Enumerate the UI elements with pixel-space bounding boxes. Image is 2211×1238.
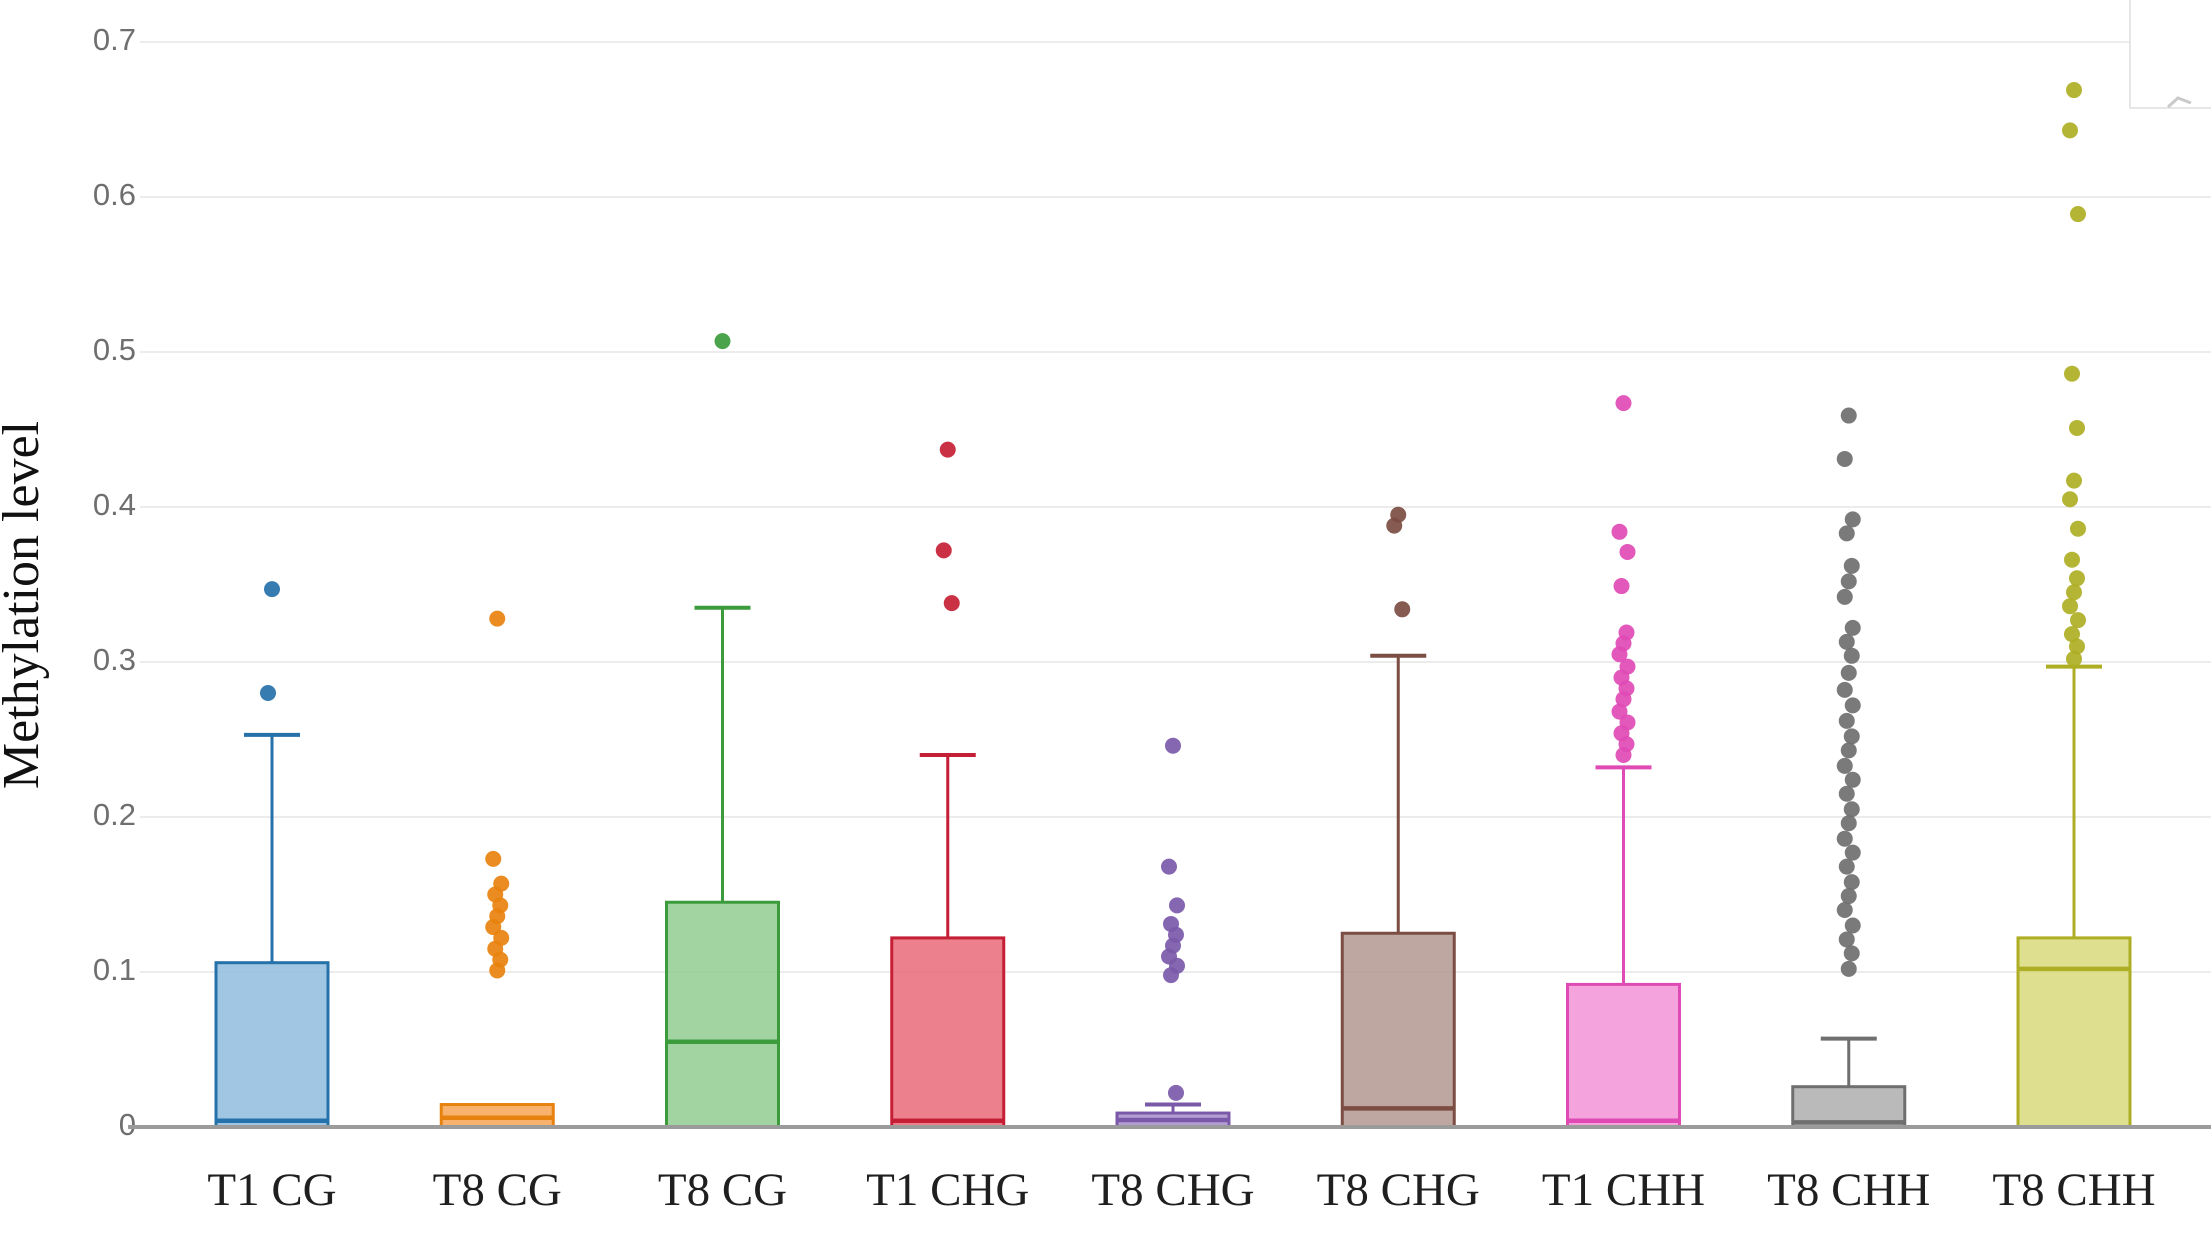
- x-category-label: T1 CG: [207, 1164, 336, 1216]
- outlier-dot: [2066, 472, 2082, 489]
- outlier-dot: [489, 610, 506, 627]
- outlier-dot: [1386, 517, 1403, 534]
- outlier-dot: [1844, 697, 1861, 714]
- box: [890, 936, 1006, 1129]
- box: [1340, 931, 1456, 1129]
- y-tick-label: 0.3: [93, 642, 136, 677]
- y-tick-label: 0: [119, 1107, 136, 1142]
- y-tick-label: 0.6: [93, 177, 136, 212]
- outlier-dot: [2064, 626, 2080, 643]
- outlier-dot: [714, 333, 731, 350]
- outlier-dot: [939, 441, 956, 458]
- outlier-dot: [1169, 897, 1185, 914]
- outlier-dot: [1165, 737, 1181, 754]
- outlier-dot: [1168, 1084, 1184, 1101]
- outlier-dot: [2062, 491, 2078, 508]
- x-category-label: T8 CG: [658, 1164, 787, 1216]
- outlier-dot: [1836, 830, 1853, 847]
- outlier-dot: [2070, 206, 2086, 223]
- x-category-label: T8 CHG: [1091, 1164, 1254, 1216]
- outlier-dot: [1615, 691, 1632, 708]
- cropped-legend-fragment: [2129, 0, 2211, 109]
- outlier-dot: [1836, 902, 1853, 918]
- outlier-dot: [1840, 888, 1857, 905]
- box: [214, 961, 330, 1129]
- x-category-label: T1 CHH: [1542, 1164, 1705, 1216]
- outlier-dot: [1838, 712, 1855, 729]
- outlier-dot: [1840, 960, 1857, 977]
- outlier-dot: [1613, 578, 1630, 595]
- outlier-dot: [2062, 598, 2078, 615]
- outlier-dot: [260, 685, 276, 701]
- outlier-dot: [264, 581, 280, 598]
- outlier-dot: [1836, 757, 1853, 774]
- outlier-dot: [1843, 647, 1860, 664]
- outlier-dot: [1838, 931, 1855, 948]
- outlier-dot: [1611, 523, 1628, 540]
- outlier-dot: [943, 595, 960, 612]
- outlier-dot: [1843, 945, 1860, 962]
- outlier-dot: [1840, 573, 1857, 590]
- outlier-dot: [2070, 520, 2086, 537]
- outlier-dot: [1163, 967, 1179, 984]
- outlier-dot: [2064, 551, 2080, 568]
- outlier-dot: [2069, 638, 2085, 655]
- cropped-legend-mark: [2166, 96, 2192, 109]
- outlier-dot: [2070, 612, 2086, 629]
- outlier-dot: [2066, 584, 2082, 601]
- outlier-dot: [1843, 801, 1860, 818]
- outlier-dot: [1838, 525, 1855, 542]
- x-category-label: T8 CG: [433, 1164, 562, 1216]
- box: [665, 900, 780, 1129]
- outlier-dot: [1843, 874, 1860, 891]
- outlier-dot: [2066, 650, 2082, 667]
- outlier-dot: [1615, 395, 1632, 412]
- outlier-dot: [1838, 633, 1855, 650]
- outlier-dot: [1844, 619, 1861, 636]
- outlier-dot: [485, 850, 502, 867]
- outlier-dot: [1843, 557, 1860, 574]
- y-tick-label: 0.4: [93, 487, 136, 522]
- outlier-dot: [1836, 450, 1853, 467]
- outlier-dot: [2064, 365, 2080, 382]
- outlier-dot: [2069, 419, 2085, 436]
- outlier-dot: [1619, 543, 1636, 560]
- x-category-label: T8 CHH: [1767, 1164, 1930, 1216]
- outlier-dot: [1611, 646, 1628, 663]
- outlier-dot: [1843, 728, 1860, 745]
- outlier-dot: [1844, 917, 1861, 934]
- box: [1566, 982, 1681, 1129]
- outlier-dot: [1161, 858, 1177, 875]
- outlier-dot: [1836, 681, 1853, 698]
- outlier-dot: [1844, 511, 1861, 528]
- outlier-dot: [2062, 122, 2078, 139]
- outlier-dot: [2066, 82, 2082, 99]
- outlier-dot: [1615, 747, 1632, 763]
- outlier-dot: [1838, 858, 1855, 875]
- outlier-dot: [1840, 407, 1857, 424]
- y-tick-label: 0.1: [93, 952, 136, 987]
- y-axis-title: Methylation level: [0, 421, 50, 789]
- outlier-dot: [1840, 742, 1857, 759]
- box: [2016, 936, 2132, 1129]
- outlier-dot: [489, 962, 506, 979]
- x-category-label: T8 CHH: [1992, 1164, 2155, 1216]
- outlier-dot: [1840, 815, 1857, 832]
- x-category-label: T1 CHG: [866, 1164, 1029, 1216]
- outlier-dot: [1844, 771, 1861, 788]
- outlier-dot: [2069, 570, 2085, 587]
- outlier-dot: [1836, 588, 1853, 605]
- outlier-dot: [1840, 664, 1857, 681]
- y-tick-label: 0.7: [93, 22, 136, 57]
- outlier-dot: [935, 542, 952, 559]
- y-tick-label: 0.5: [93, 332, 136, 367]
- x-category-label: T8 CHG: [1317, 1164, 1480, 1216]
- y-tick-label: 0.2: [93, 797, 136, 832]
- outlier-dot: [1844, 844, 1861, 861]
- outlier-dot: [1394, 601, 1411, 618]
- outlier-dot: [1838, 785, 1855, 802]
